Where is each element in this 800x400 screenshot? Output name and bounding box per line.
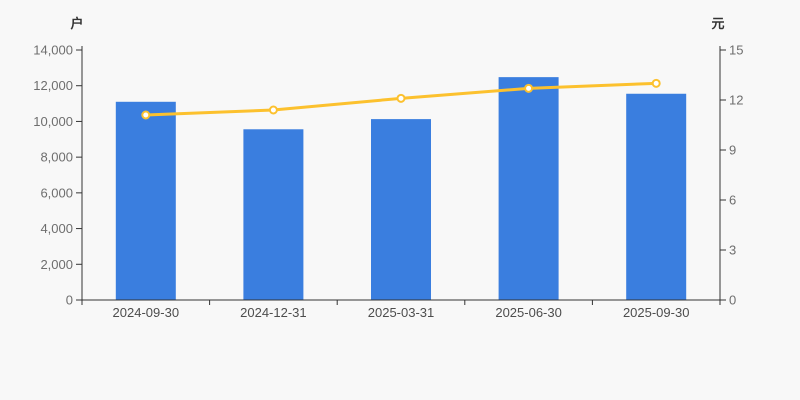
bar-2025-09-30[interactable] [626, 93, 687, 300]
left-axis-tick-label: 6,000 [40, 185, 73, 200]
left-axis-tick-label: 12,000 [33, 78, 73, 93]
left-axis-tick-label: 0 [66, 293, 73, 308]
right-axis-tick-label: 9 [729, 143, 736, 158]
line-point-2025-03-31[interactable] [396, 93, 406, 103]
line-point-2025-06-30[interactable] [524, 83, 534, 93]
line-point-2024-12-31[interactable] [268, 105, 278, 115]
x-axis-category-label: 2025-09-30 [623, 305, 690, 320]
right-axis-tick-label: 3 [729, 243, 736, 258]
right-axis-tick-label: 12 [729, 93, 743, 108]
bar-2024-12-31[interactable] [243, 129, 304, 300]
x-axis-category-label: 2024-12-31 [240, 305, 307, 320]
left-axis-tick-label: 2,000 [40, 257, 73, 272]
left-axis-title: 户 [70, 16, 84, 31]
right-axis-tick-label: 15 [729, 43, 743, 58]
x-axis-category-label: 2025-06-30 [495, 305, 562, 320]
line-point-2025-09-30[interactable] [651, 78, 661, 88]
right-axis-title: 元 [711, 16, 725, 31]
bar-2025-06-30[interactable] [498, 77, 559, 301]
bar-2025-03-31[interactable] [371, 119, 431, 300]
right-axis-tick-label: 6 [729, 193, 736, 208]
bar-2024-09-30[interactable] [115, 101, 176, 301]
right-axis-tick-label: 0 [729, 293, 736, 308]
left-axis-tick-label: 4,000 [40, 221, 73, 236]
line-point-2024-09-30[interactable] [141, 110, 151, 120]
x-axis-category-label: 2025-03-31 [368, 305, 435, 320]
left-axis-tick-label: 8,000 [40, 150, 73, 165]
left-axis-tick-label: 10,000 [33, 114, 73, 129]
x-axis-category-label: 2024-09-30 [113, 305, 180, 320]
left-axis-tick-label: 14,000 [33, 43, 73, 58]
